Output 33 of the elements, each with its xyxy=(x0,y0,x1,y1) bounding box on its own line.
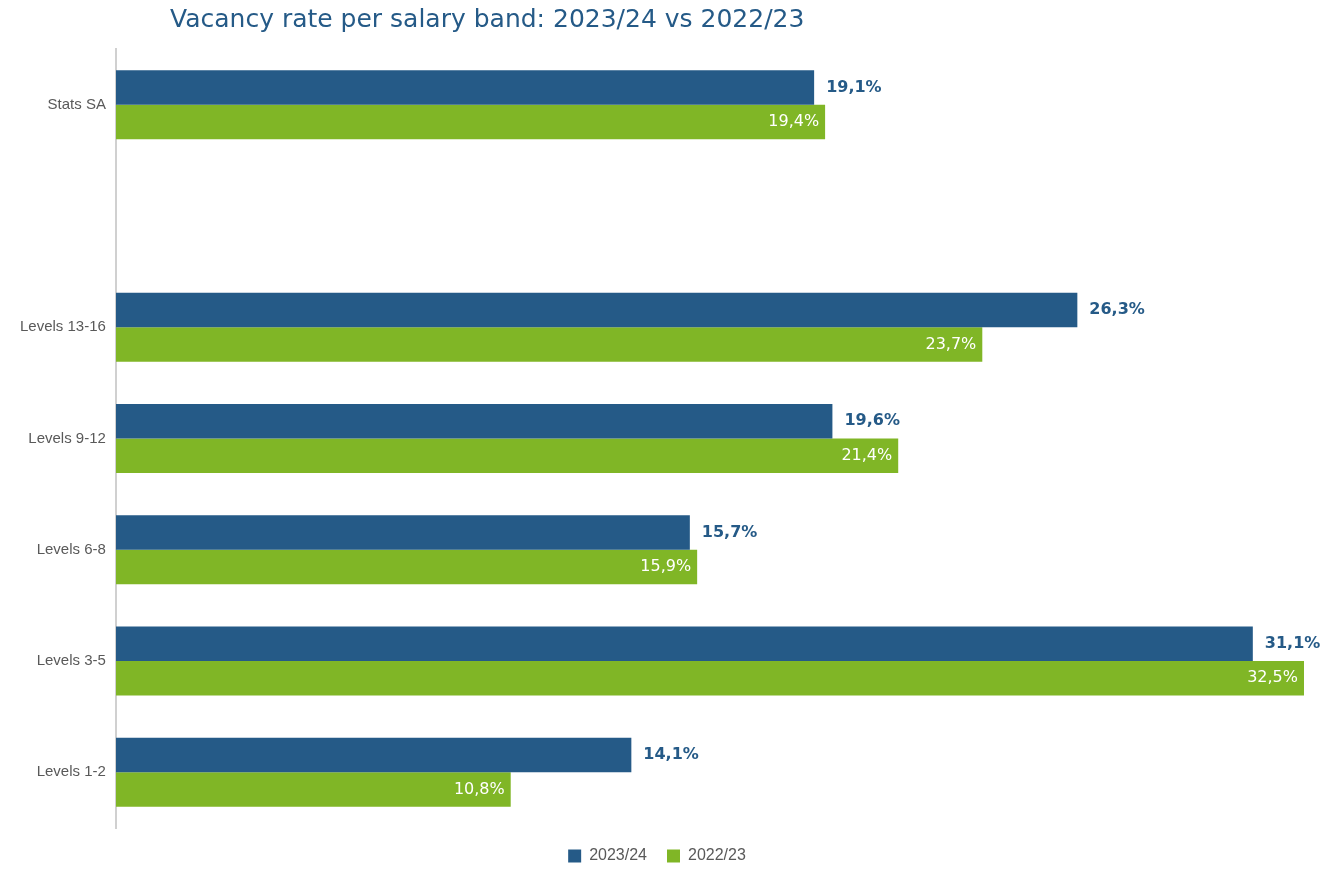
y-tick-label: Levels 13-16 xyxy=(19,317,106,335)
bar xyxy=(115,549,698,585)
bar xyxy=(115,292,1078,328)
y-tick-label: Levels 6-8 xyxy=(36,539,106,557)
legend-label: 2023/24 xyxy=(589,846,648,864)
data-label: 23,7% xyxy=(925,333,977,353)
bar xyxy=(115,438,899,473)
data-label: 15,7% xyxy=(701,521,758,541)
bar xyxy=(115,661,1304,696)
bar xyxy=(115,104,826,140)
data-label: 21,4% xyxy=(841,444,893,464)
data-label: 26,3% xyxy=(1089,299,1145,319)
y-tick-label: Levels 1-2 xyxy=(36,762,106,780)
y-tick-label: Levels 3-5 xyxy=(36,651,106,669)
bar xyxy=(115,772,511,807)
bar xyxy=(115,626,1253,662)
bar xyxy=(115,515,690,550)
y-tick-label: Stats SA xyxy=(47,94,106,112)
data-label: 14,1% xyxy=(643,744,699,764)
bar xyxy=(115,737,632,773)
bar xyxy=(115,327,983,362)
data-label: 19,4% xyxy=(768,111,820,131)
data-label: 31,1% xyxy=(1264,632,1320,652)
data-label: 19,6% xyxy=(844,410,900,430)
data-label: 15,9% xyxy=(640,556,692,576)
bar xyxy=(115,70,815,105)
legend-label: 2022/23 xyxy=(688,846,746,864)
y-tick-label: Levels 9-12 xyxy=(28,428,106,446)
data-label: 32,5% xyxy=(1247,667,1298,687)
data-label: 10,8% xyxy=(453,778,505,798)
data-label: 19,1% xyxy=(826,76,882,96)
bar xyxy=(115,404,833,439)
chart-title: Vacancy rate per salary band: 2023/24 vs 2022/23 xyxy=(170,4,805,33)
